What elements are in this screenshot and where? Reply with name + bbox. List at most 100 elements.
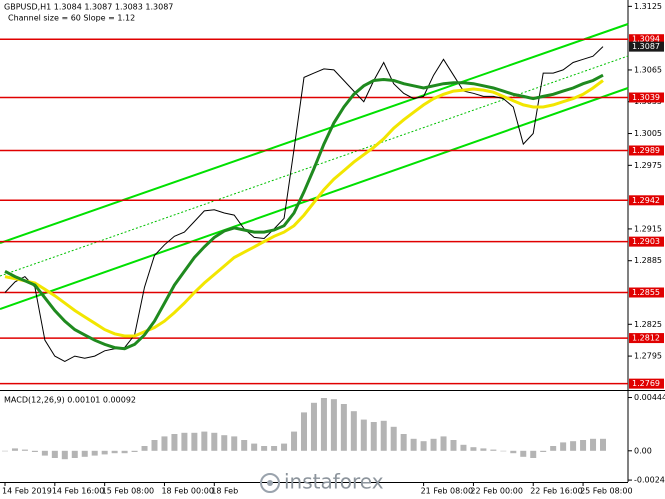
macd-bar xyxy=(61,450,68,460)
macd-bar xyxy=(141,446,148,451)
x-tick-label: 14 Feb 2019 xyxy=(2,487,52,496)
macd-bar xyxy=(570,441,577,451)
logo-dot xyxy=(267,480,273,486)
x-tick-label: 18 Feb xyxy=(211,487,238,496)
x-tick-label: 15 Feb 08:00 xyxy=(102,487,154,496)
macd-bar xyxy=(350,411,357,451)
macd-bar xyxy=(430,438,437,451)
macd-bar xyxy=(310,402,317,451)
macd-bar xyxy=(330,399,337,451)
macd-bar xyxy=(530,450,537,458)
macd-bar xyxy=(560,442,567,451)
macd-bar xyxy=(31,450,38,452)
macd-bar xyxy=(171,434,178,451)
level-label-box xyxy=(629,236,664,247)
y-tick-label: 1.2825 xyxy=(634,320,662,329)
macd-bar xyxy=(590,438,597,451)
macd-bar xyxy=(301,412,307,451)
level-label-box xyxy=(629,287,664,298)
level-label: 1.2942 xyxy=(632,196,660,205)
channel-lower xyxy=(0,87,629,310)
macd-bar xyxy=(261,446,268,451)
macd-y-tick-label: -0.00244 xyxy=(634,476,665,485)
macd-bar xyxy=(211,432,218,451)
moving-average xyxy=(4,73,604,351)
macd-bar xyxy=(380,420,387,451)
macd-bar xyxy=(81,450,88,457)
macd-bar xyxy=(390,426,397,451)
y-tick-label: 1.3125 xyxy=(634,2,662,11)
macd-bar xyxy=(51,450,58,458)
chart-subtitle: Channel size = 60 Slope = 1.12 xyxy=(8,14,135,23)
price-line xyxy=(4,46,604,362)
y-tick-label: 1.2885 xyxy=(634,256,662,265)
macd-bar xyxy=(450,440,457,451)
y-tick-label: 1.3065 xyxy=(634,65,662,74)
last-price-label: 1.3087 xyxy=(632,42,660,51)
level-label-box xyxy=(629,145,664,156)
level-label: 1.2812 xyxy=(632,334,660,343)
macd-bar xyxy=(151,440,158,451)
macd-bar xyxy=(480,448,487,451)
macd-bar xyxy=(320,398,327,451)
macd-bar xyxy=(550,446,557,451)
level-label: 1.3039 xyxy=(632,93,660,102)
x-tick-label: 22 Feb 16:00 xyxy=(530,487,582,496)
y-tick-label: 1.3005 xyxy=(634,129,662,138)
macd-bar xyxy=(91,450,98,456)
macd-bar xyxy=(291,431,298,451)
y-tick-label: 1.2975 xyxy=(634,161,662,170)
macd-title: MACD(12,26,9) 0.00101 0.00092 xyxy=(4,396,136,405)
macd-bar xyxy=(181,432,188,451)
macd-bar xyxy=(21,449,28,451)
y-tick-label: 1.2915 xyxy=(634,224,662,233)
x-tick-label: 14 Feb 16:00 xyxy=(52,487,104,496)
x-tick-label: 22 Feb 00:00 xyxy=(470,487,522,496)
macd-bar xyxy=(201,431,208,451)
macd-y-tick-label: 0.00 xyxy=(634,446,652,455)
x-tick-label: 21 Feb 08:00 xyxy=(421,487,473,496)
level-label-box xyxy=(629,34,664,45)
macd-bar xyxy=(131,450,138,452)
macd-bar xyxy=(420,441,427,451)
macd-bar xyxy=(370,422,377,451)
macd-bar xyxy=(231,436,238,451)
x-tick-label: 18 Feb 00:00 xyxy=(161,487,213,496)
macd-bar xyxy=(271,446,278,451)
level-label: 1.3094 xyxy=(632,35,660,44)
level-label: 1.2769 xyxy=(632,379,660,388)
macd-bar xyxy=(2,450,8,452)
macd-bar xyxy=(580,440,587,451)
macd-bar xyxy=(470,447,477,451)
macd-y-tick-label: 0.00444 xyxy=(634,393,665,402)
macd-bar xyxy=(41,450,48,456)
moving-average xyxy=(4,79,604,338)
x-tick-label: 25 Feb 08:00 xyxy=(580,487,632,496)
macd-bar xyxy=(251,443,258,451)
channel-upper xyxy=(0,23,629,244)
level-label: 1.2855 xyxy=(632,288,660,297)
macd-bar xyxy=(241,440,248,451)
watermark-logo xyxy=(260,473,280,493)
macd-bar xyxy=(540,450,547,452)
level-label-box xyxy=(629,92,664,103)
macd-bar xyxy=(281,443,288,451)
macd-bar xyxy=(221,435,228,451)
y-tick-label: 1.2795 xyxy=(634,352,662,361)
chart-title: GBPUSD,H1 1.3084 1.3087 1.3083 1.3087 xyxy=(4,3,173,12)
macd-bar xyxy=(121,450,128,454)
macd-bar xyxy=(510,450,517,454)
macd-bar xyxy=(360,419,367,451)
level-label-box xyxy=(629,333,664,344)
logo-ring xyxy=(260,473,280,493)
level-label-box xyxy=(629,195,664,206)
macd-bar xyxy=(600,438,606,451)
level-label: 1.2903 xyxy=(632,237,660,246)
macd-bar xyxy=(71,450,78,458)
macd-bar xyxy=(400,434,407,451)
macd-bar xyxy=(500,450,507,452)
last-price-box xyxy=(629,41,664,52)
watermark: instaforex xyxy=(284,470,384,494)
